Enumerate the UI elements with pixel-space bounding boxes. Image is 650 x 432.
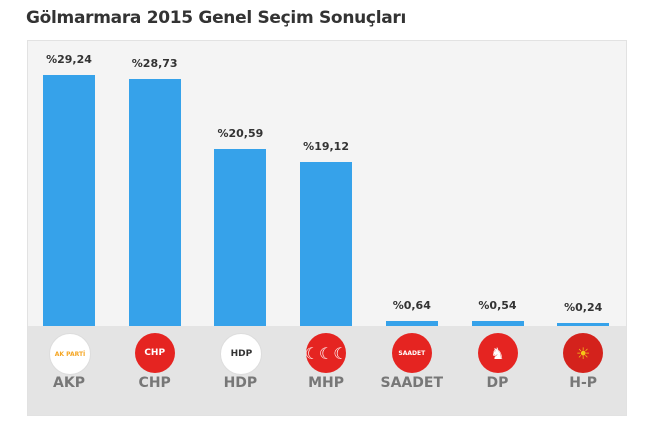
category-label: CHP [138,375,171,391]
hdp-logo-icon: HDP [220,333,263,375]
bar-saadet [385,320,438,326]
hp-logo-icon: ☀ [563,333,604,373]
bar-dp [471,321,524,326]
value-label: %20,59 [217,127,264,141]
mhp-logo-icon: ☾☾☾ [305,333,348,373]
category-label: DP [486,375,509,391]
value-label: %0,54 [478,299,517,313]
category-label: SAADET [380,375,444,391]
value-label: %0,24 [564,301,603,314]
bar-chp [128,79,181,326]
dp-logo-icon: ♞ [477,333,518,373]
bar-mhp [300,161,353,326]
category-label: AKP [53,375,85,391]
bar-akp [43,75,95,326]
chart-title: Gölmarmara 2015 Genel Seçim Sonuçları [26,8,407,28]
saadet-logo-icon: SAADET [391,333,432,373]
akp-logo-icon: AK PARTİ [49,333,91,375]
category-label: MHP [308,375,345,391]
value-label: %29,24 [46,53,92,66]
bar-hdp [214,149,267,326]
chp-logo-icon: CHP [134,333,175,373]
bar-h-p [557,323,610,326]
category-label: HDP [223,375,258,391]
value-label: %19,12 [303,139,349,153]
value-label: %28,73 [131,57,178,71]
value-label: %0,64 [392,298,431,312]
category-label: H-P [569,375,598,391]
chart-panel: %29,24 AK PARTİ AKP %28,73 CHP CHP %20,59 HDP HD… [27,40,627,416]
